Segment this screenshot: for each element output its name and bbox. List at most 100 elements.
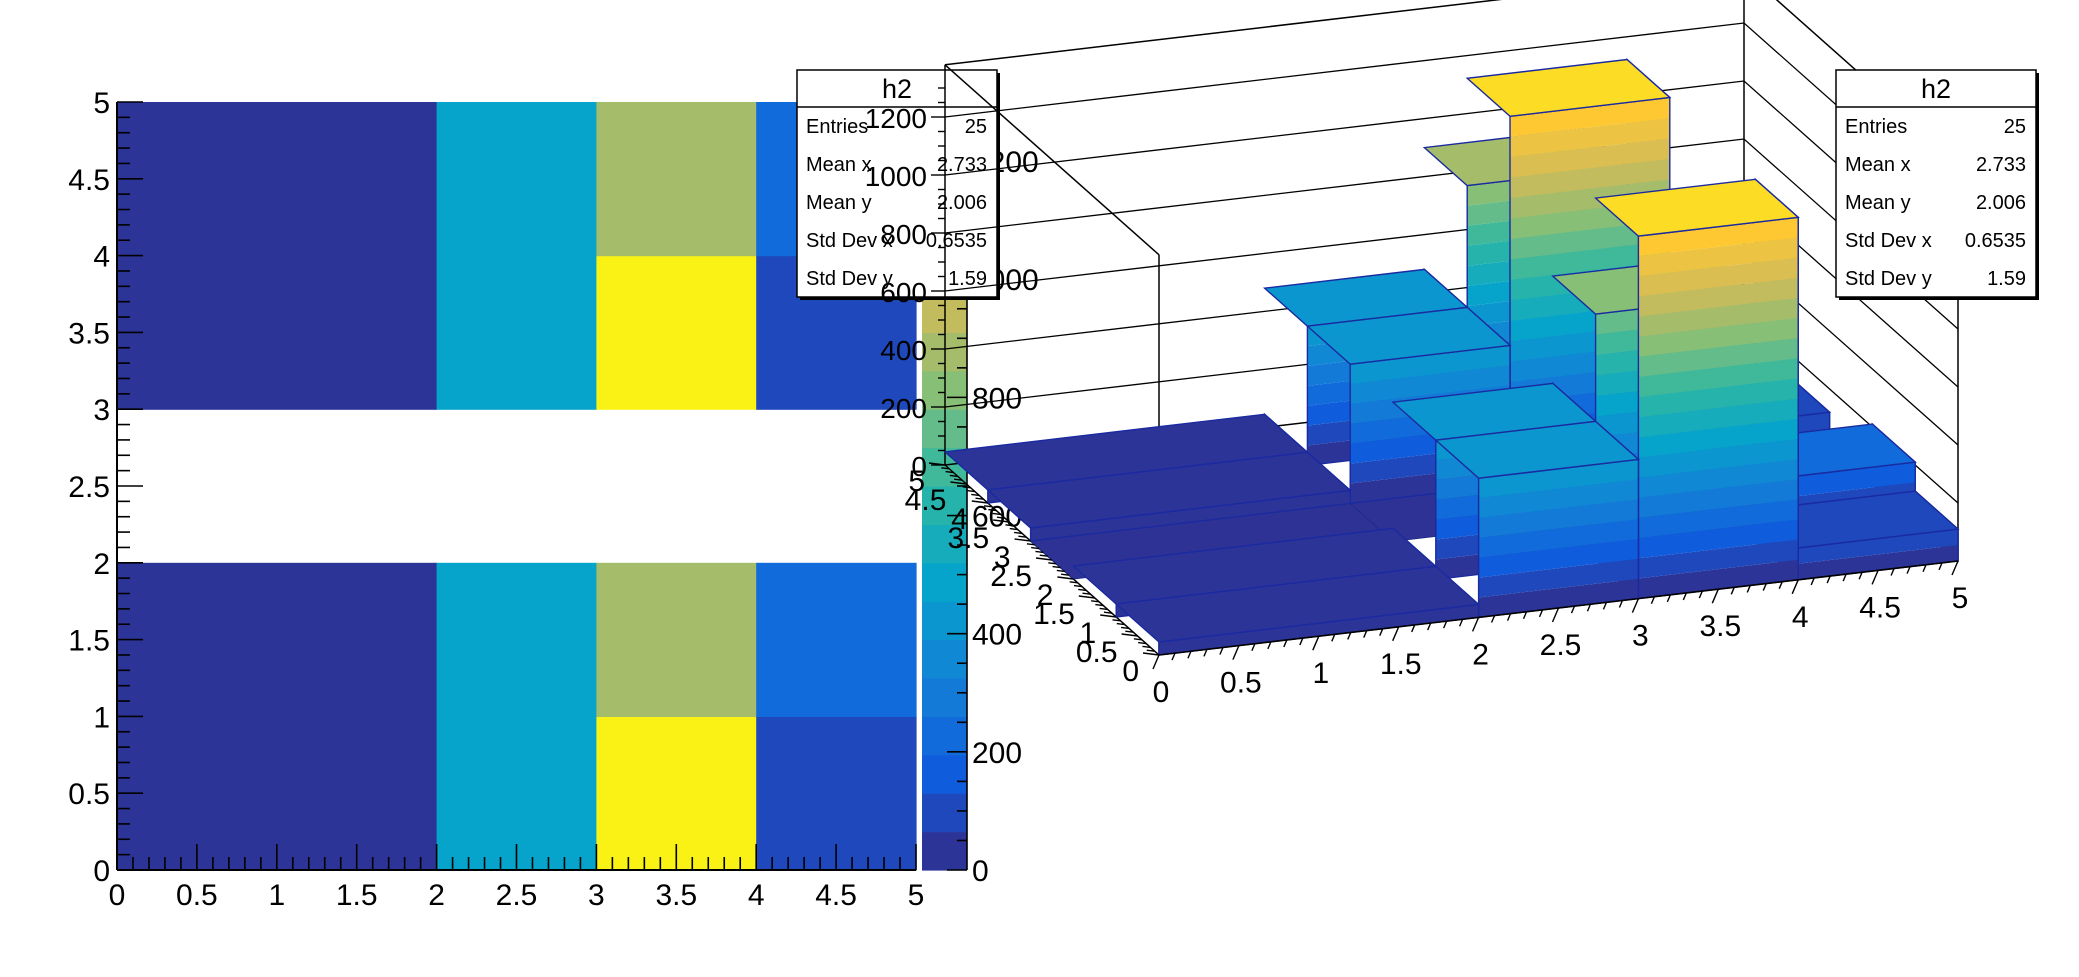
y-tick-label: 0 <box>93 855 110 888</box>
colz-pad[interactable]: 0 0.5 1 1.5 2 2.5 3 3.5 4 4.5 500.511.522.533.544.… <box>68 69 1039 912</box>
y-tick-label: 4 <box>951 503 968 536</box>
bar-top-face <box>1305 306 1512 365</box>
bar-front-face <box>1478 578 1639 618</box>
x-tick-mark <box>1826 575 1831 584</box>
x-tick-label: 2.5 <box>1540 629 1582 662</box>
y-tick-mark <box>1146 649 1155 652</box>
heatmap-cell <box>436 102 597 257</box>
bar-front-face <box>1510 138 1670 178</box>
y-tick-mark <box>1035 557 1053 561</box>
z-tick-label: 600 <box>880 277 927 308</box>
x-tick-mark <box>1666 594 1672 603</box>
y-tick-mark <box>1116 622 1125 626</box>
y-tick-label: 2.5 <box>68 471 110 504</box>
x-tick-mark <box>1618 600 1624 608</box>
y-tick-mark <box>1048 562 1057 565</box>
x-tick-label: 4.5 <box>815 879 857 912</box>
stats-row-label: Std Dev y <box>806 268 893 290</box>
x-tick-mark <box>1152 654 1160 670</box>
y-tick-mark <box>975 497 984 500</box>
stats-row-label: Std Dev x <box>1845 230 1932 252</box>
bar-front-face <box>1510 158 1670 199</box>
bar-front-face <box>1510 220 1670 260</box>
lego-pad[interactable]: 0 0.5 1 1.5 2 2.5 3 3.5 4 4.5 500.511.522.533.544.… <box>865 0 2039 709</box>
bar-front-face <box>1638 398 1799 438</box>
x-tick-label: 1 <box>268 879 285 912</box>
y-tick-label: 1.5 <box>68 625 110 658</box>
y-tick-mark <box>954 478 963 481</box>
x-tick-mark <box>1871 570 1879 585</box>
x-tick-mark <box>1312 635 1320 651</box>
y-tick-mark <box>1100 614 1117 618</box>
x-tick-label: 4 <box>1792 601 1809 634</box>
x-tick-label: 2 <box>428 879 445 912</box>
x-tick-mark <box>1490 615 1496 623</box>
x-tick-label: 0.5 <box>1220 667 1262 700</box>
x-tick-mark <box>1283 639 1288 648</box>
y-tick-label: 2 <box>93 548 110 581</box>
bar-front-face <box>1638 257 1799 297</box>
y-tick-mark <box>992 512 1001 516</box>
y-tick-label: 4.5 <box>68 164 110 197</box>
stats-row-value: 25 <box>2004 116 2026 138</box>
x-tick-mark <box>1711 588 1719 604</box>
stats-box-right[interactable]: h2 Entries 25 Mean x 2.733 Mean y 2.006 Std Dev… <box>1835 69 2039 300</box>
y-tick-mark <box>1013 531 1023 535</box>
z-tick-label: 1200 <box>865 103 927 134</box>
stats-row-value: 1.59 <box>1987 268 2026 290</box>
stats-row-label: Std Dev x <box>806 230 893 252</box>
stats-box-left[interactable]: h2 Entries 25 Mean x 2.733 Mean y 2.006 Std Dev… <box>796 69 1000 300</box>
x-tick-mark <box>1203 649 1208 657</box>
y-tick-mark <box>1061 573 1070 576</box>
bar-front-face <box>1510 179 1670 219</box>
palette-tick-label: 0 <box>972 855 989 888</box>
y-tick-mark <box>1073 584 1083 588</box>
bar-front-face <box>1638 438 1799 478</box>
x-tick-mark <box>1682 592 1687 601</box>
x-tick-mark <box>1392 626 1400 642</box>
x-tick-mark <box>1538 609 1544 618</box>
y-tick-mark <box>1014 538 1031 542</box>
y-tick-mark <box>962 486 971 489</box>
stats-row-value: 0.6535 <box>1965 230 2026 252</box>
palette-band <box>922 754 967 794</box>
bar-front-face <box>1478 479 1639 518</box>
y-tick-label: 4.5 <box>905 484 947 517</box>
bar-front-face <box>1510 240 1670 280</box>
bar-front-face <box>1638 297 1799 337</box>
stats-row-value: 0.6535 <box>926 230 987 252</box>
palette-band <box>922 678 967 717</box>
stats-row-value: 2.733 <box>1976 154 2026 176</box>
bar-front-face <box>1638 338 1799 378</box>
x-tick-mark <box>1551 607 1560 623</box>
stats-row-label: Mean x <box>1845 154 1911 176</box>
y-tick-mark <box>1099 607 1108 611</box>
x-tick-label: 0 <box>109 879 126 912</box>
palette-band <box>922 793 967 833</box>
bar-front-face <box>1478 499 1639 538</box>
x-tick-mark <box>1427 622 1432 631</box>
bar-top-face <box>1593 178 1800 237</box>
y-tick-mark <box>1142 645 1151 649</box>
stats-box-frame <box>1835 69 2037 298</box>
y-tick-mark <box>983 505 993 508</box>
x-tick-mark <box>1506 613 1512 621</box>
y-tick-label: 3.5 <box>947 522 989 555</box>
y-tick-mark <box>1120 626 1130 630</box>
heatmap-cell <box>117 562 438 717</box>
heatmap-cell <box>596 102 757 257</box>
bar-front-face <box>1638 479 1799 518</box>
y-tick-mark <box>1133 638 1142 641</box>
y-tick-mark <box>971 500 988 504</box>
x-tick-mark <box>1951 560 1959 576</box>
x-tick-mark <box>1746 585 1751 593</box>
x-tick-mark <box>1411 624 1416 633</box>
y-tick-mark <box>1035 550 1044 554</box>
frame-edge <box>944 64 1160 256</box>
stats-row-value: 2.006 <box>937 192 987 214</box>
stats-row-label: Std Dev y <box>1845 268 1932 290</box>
bar-front-face <box>1638 459 1799 498</box>
x-tick-mark <box>1762 583 1767 591</box>
heatmap-cell <box>117 102 438 257</box>
x-tick-label: 4 <box>748 879 765 912</box>
